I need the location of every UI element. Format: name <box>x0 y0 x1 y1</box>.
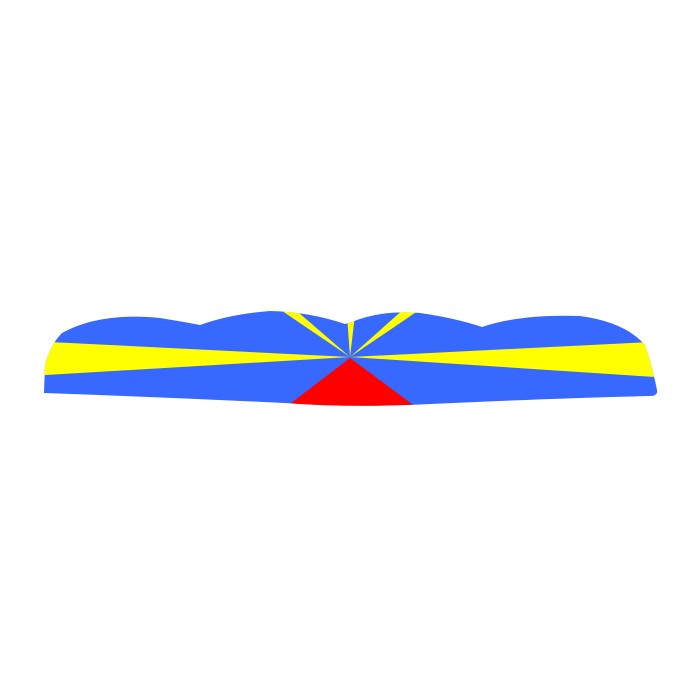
ray-right <box>350 341 658 378</box>
ray-upper-center <box>347 315 355 357</box>
red-triangle <box>282 358 420 406</box>
ray-upper-left <box>266 311 350 357</box>
ray-upper-right <box>350 311 434 357</box>
ray-left <box>44 341 350 376</box>
